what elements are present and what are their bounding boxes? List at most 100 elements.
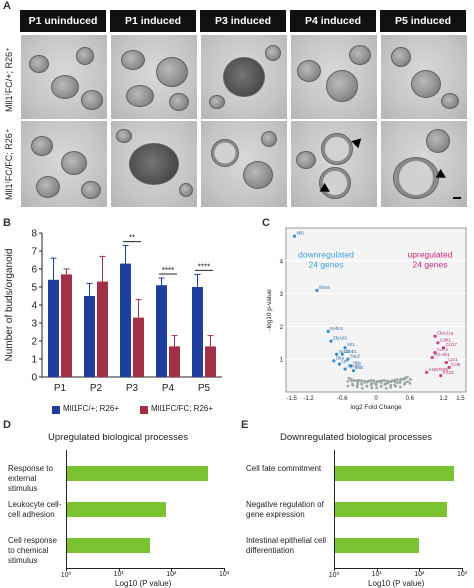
row-label-control: Mll1⁽FC/+; R26⁺ [4,47,14,112]
upregulated-gene-label: H2-Ab1 [434,352,450,357]
downregulated-point [335,352,339,356]
column-header-p1-induced: P1 induced [110,10,196,32]
nonsignificant-point [356,383,359,387]
significance-label: ** [129,234,135,243]
nonsignificant-point [346,379,350,383]
nonsignificant-point [352,379,356,383]
nonsignificant-point [398,385,402,389]
nonsignificant-point [389,383,393,387]
y-tick-label: 1 [280,358,284,364]
legend-swatch-control [52,406,60,414]
y-tick-label: 4 [31,301,37,312]
y-tick-label: 7 [31,247,37,258]
upregulated-gene-label: Clec11a [437,331,454,336]
downregulated-gene-label: Lpl [341,359,347,364]
downregulated-gene-label: Mll1 [296,231,305,236]
bar [133,317,144,377]
panel-e-letter: E [241,419,249,431]
bar [61,274,72,377]
nonsignificant-point [347,376,351,380]
downregulated-gene-label: Zfp182 [333,336,348,341]
micrograph-p1-uninduced-knockout [20,120,108,208]
process-term-label: Intestinal epithelial cell differentiati… [246,536,327,555]
process-bar [66,538,151,553]
nonsignificant-point [379,385,383,388]
x-tick-label: -1.5 [286,396,297,402]
nonsignificant-point [375,386,379,390]
upregulated-point [425,370,429,374]
process-term-label: Response to external stimulus [8,464,53,493]
downregulated-point [292,234,297,238]
downregulated-point [332,359,336,363]
nonsignificant-point [368,379,371,383]
nonsignificant-point [379,380,383,384]
downregulated-point [351,369,356,373]
nonsignificant-point [393,380,397,384]
upregulated-point [430,355,434,360]
legend-label-control: Mll1FC/+; R26+ [63,404,120,413]
process-term-label: Cell response to chemical stimulus [8,536,57,565]
y-tick-label: 3 [31,319,37,330]
downregulated-gene-label: Eefm1 [330,326,344,331]
nonsignificant-point [356,381,360,384]
bar [192,287,203,377]
micrograph-p3-induced-knockout [200,120,288,208]
upregulated-point [436,341,440,345]
process-bar [334,502,448,517]
nonsignificant-point [366,380,369,384]
nonsignificant-point [405,375,409,379]
x-tick-label: 1.2 [439,396,448,402]
nonsignificant-point [384,386,388,390]
nonsignificant-point [375,379,379,383]
nonsignificant-point [399,377,403,381]
y-tick-label: 2 [31,337,37,348]
row-label-knockout: Mll1⁽FC/FC; R26⁺ [4,128,14,200]
nonsignificant-point [362,379,366,383]
y-tick-label: 1 [31,355,37,366]
downregulated-point [329,339,333,343]
panel-d-letter: D [3,419,11,431]
downregulated-gene-label: Hbb [353,360,362,365]
nonsignificant-point [389,380,393,383]
downregulated-gene-label: Ddit [356,365,365,370]
bar [97,281,108,377]
x-tick-label: 10⁰ [328,572,340,579]
nonsignificant-point [384,382,388,386]
nonsignificant-point [403,381,407,385]
nonsignificant-point [351,382,354,386]
x-tick-label: -0.6 [337,396,348,402]
downregulated-point [349,364,353,368]
nonsignificant-point [349,377,353,381]
x-tick-label: 0.6 [406,396,415,402]
arrowhead-marker [351,134,365,149]
micrograph-p4-induced-control [290,34,378,120]
panel-b-letter: B [3,217,11,229]
upregulated-gene-label: Lyz1 [448,357,458,362]
y-tick-label: 0 [31,373,37,384]
x-tick-label: -1.2 [303,396,314,402]
upregulated-gene-label: Cdh1 [440,337,451,342]
panel-d-upregulated-processes: Upregulated biological processes Response… [0,420,236,588]
micrograph-p5-induced-control [380,34,468,120]
x-axis-label: log2 Fold Change [350,404,402,411]
micrograph-p1-uninduced-control [20,34,108,120]
panel-c-letter: C [262,217,270,229]
x-tick [462,568,463,571]
downregulated-gene-label: Ssp2 [350,354,361,359]
significance-label: **** [162,266,174,275]
nonsignificant-point [360,379,363,383]
x-tick-label: P5 [198,383,211,394]
nonsignificant-point [409,378,412,381]
x-axis-label: Log10 (P value) [368,579,425,588]
panel-title: Downregulated biological processes [279,432,433,443]
x-tick [376,568,378,571]
x-tick [419,568,421,571]
x-tick-label: 10³ [456,571,468,578]
process-bar [334,466,455,481]
y-tick-label: 5 [31,283,37,294]
nonsignificant-point [394,384,398,388]
nonsignificant-point [370,379,374,382]
downregulated-gene-label: Dbp [336,355,345,360]
nonsignificant-point [374,383,378,387]
downregulated-count-label: downregulated 24 genes [298,250,354,270]
